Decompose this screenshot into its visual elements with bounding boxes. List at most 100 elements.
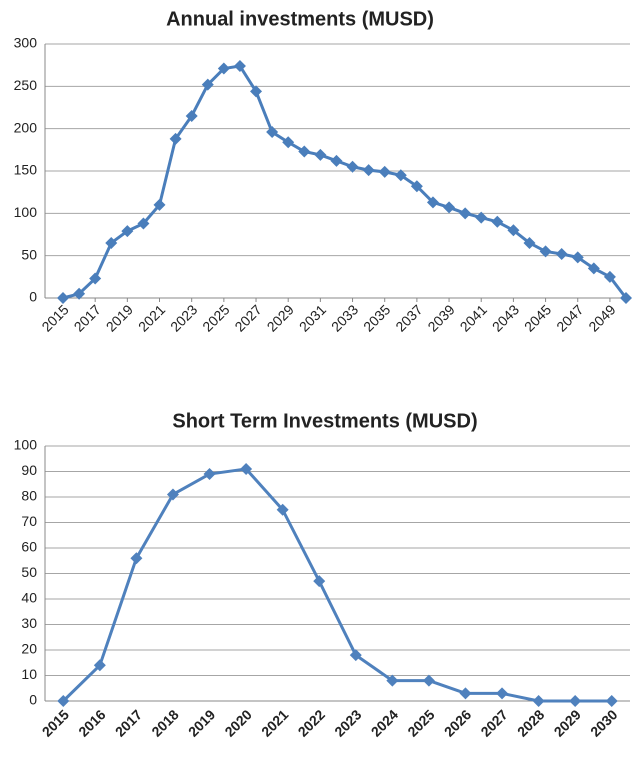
x-tick-label: 2031: [296, 301, 329, 334]
point-marker: [314, 148, 327, 161]
point-marker: [233, 60, 246, 73]
x-tick-label: 2027: [477, 706, 510, 739]
x-tick-label: 2041: [457, 301, 490, 334]
x-tick-label: 2015: [38, 301, 71, 334]
point-marker: [185, 109, 198, 122]
x-tick-label: 2029: [264, 301, 297, 334]
x-tick-label: 2043: [489, 301, 522, 334]
x-tick-label: 2039: [424, 301, 457, 334]
point-marker: [240, 462, 253, 475]
point-marker: [539, 245, 552, 258]
point-marker: [475, 211, 488, 224]
point-marker: [282, 136, 295, 149]
y-tick-label: 200: [14, 119, 38, 135]
point-marker: [73, 287, 86, 300]
point-marker: [443, 201, 456, 214]
y-tick-label: 90: [21, 462, 37, 478]
point-marker: [203, 468, 216, 481]
point-marker: [349, 649, 362, 662]
x-tick-label: 2017: [71, 301, 104, 334]
x-tick-label: 2021: [135, 301, 168, 334]
x-tick-label: 2023: [331, 706, 364, 739]
point-marker: [169, 132, 182, 145]
x-tick-label: 2037: [392, 301, 425, 334]
point-marker: [571, 251, 584, 264]
series-line: [62, 467, 612, 703]
point-marker: [93, 659, 106, 672]
point-marker: [313, 575, 326, 588]
y-tick-label: 100: [14, 204, 38, 220]
y-tick-label: 0: [29, 289, 37, 305]
point-marker: [569, 695, 582, 707]
point-marker: [201, 78, 214, 91]
point-marker: [587, 262, 600, 275]
point-marker: [410, 180, 423, 193]
point-marker: [276, 503, 289, 516]
x-tick-label: 2019: [185, 706, 218, 739]
y-tick-label: 30: [21, 615, 37, 631]
y-tick-label: 50: [21, 246, 37, 262]
x-tick-label: 2030: [587, 706, 620, 739]
point-marker: [121, 225, 134, 238]
point-marker: [605, 695, 618, 707]
x-tick-label: 2018: [148, 706, 181, 739]
point-marker: [217, 62, 230, 75]
x-tick-label: 2035: [360, 301, 393, 334]
point-marker: [105, 236, 118, 249]
chart-title: Short Term Investments (MUSD): [172, 410, 477, 432]
x-tick-label: 2027: [231, 301, 264, 334]
point-marker: [523, 236, 536, 249]
point-marker: [130, 552, 143, 565]
point-marker: [532, 695, 545, 707]
x-tick-label: 2022: [295, 706, 328, 739]
x-tick-label: 2015: [39, 706, 72, 739]
point-marker: [330, 154, 343, 167]
x-tick-label: 2019: [103, 301, 136, 334]
chart-title: Annual investments (MUSD): [166, 8, 434, 30]
x-tick-label: 2024: [368, 706, 401, 739]
y-tick-label: 40: [21, 590, 37, 606]
point-marker: [166, 488, 179, 501]
point-marker: [555, 247, 568, 260]
point-marker: [362, 164, 375, 177]
point-marker: [298, 145, 311, 158]
y-tick-label: 250: [14, 77, 38, 93]
point-marker: [250, 85, 263, 98]
x-tick-label: 2025: [404, 706, 437, 739]
y-tick-label: 70: [21, 513, 37, 529]
x-tick-label: 2045: [521, 301, 554, 334]
y-tick-label: 20: [21, 641, 37, 657]
x-tick-label: 2017: [112, 706, 145, 739]
y-tick-label: 80: [21, 488, 37, 504]
point-marker: [507, 224, 520, 237]
point-marker: [266, 126, 279, 139]
point-marker: [57, 292, 69, 304]
point-marker: [137, 217, 150, 230]
y-tick-label: 0: [29, 692, 37, 708]
y-tick-label: 300: [14, 35, 38, 51]
point-marker: [459, 207, 472, 220]
point-marker: [378, 165, 391, 178]
point-marker: [422, 674, 435, 687]
y-tick-label: 150: [14, 162, 38, 178]
point-marker: [491, 215, 504, 228]
x-tick-label: 2023: [167, 301, 200, 334]
x-tick-label: 2021: [258, 706, 291, 739]
point-marker: [153, 198, 166, 211]
point-marker: [426, 196, 439, 209]
y-tick-label: 10: [21, 666, 37, 682]
point-marker: [89, 272, 102, 285]
x-tick-label: 2020: [221, 706, 254, 739]
point-marker: [496, 687, 509, 700]
series-line: [62, 64, 628, 300]
x-tick-label: 2016: [75, 706, 108, 739]
point-marker: [57, 695, 70, 707]
x-tick-label: 2026: [441, 706, 474, 739]
x-tick-label: 2049: [585, 301, 618, 334]
x-tick-label: 2025: [199, 301, 232, 334]
y-tick-label: 60: [21, 539, 37, 555]
x-tick-label: 2047: [553, 301, 586, 334]
point-marker: [603, 270, 616, 283]
x-tick-label: 2029: [551, 706, 584, 739]
